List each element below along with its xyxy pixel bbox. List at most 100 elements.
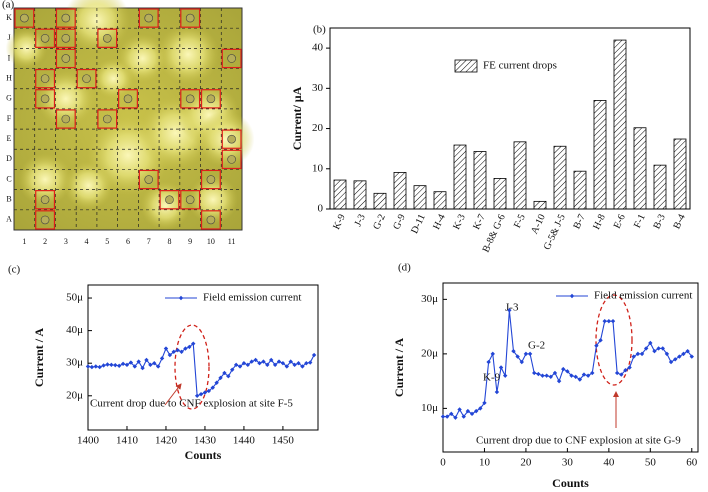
data-point [93,364,98,369]
data-point [120,361,126,367]
row-label: C [6,174,11,183]
site-box [55,109,76,129]
data-point [536,371,541,377]
cnf-site [165,195,174,205]
bright-spot [36,70,95,128]
data-point [140,365,145,371]
data-point [585,373,591,378]
y-tick-label: 50μ [66,292,83,304]
x-tick-label: 0 [440,457,446,469]
y-tick-label: 10 [312,162,324,174]
data-point [515,354,520,359]
y-axis-label: Current / A [32,328,46,387]
data-point [257,361,262,366]
data-point [677,354,682,359]
cnf-site [206,215,216,225]
x-tick-label: 20 [520,457,532,469]
legend-marker [178,295,184,301]
y-tick-label: 30μ [421,293,438,305]
data-point [233,362,239,368]
axes [329,27,691,210]
data-point [85,364,91,369]
data-point [602,318,607,324]
highlight-ellipse [595,294,633,386]
legend-label: Field emission current [594,290,692,302]
site-box [118,89,138,109]
micrograph-overlay [5,0,255,230]
x-tick-label: 1420 [155,435,178,447]
bar [633,127,647,210]
data-point [453,415,458,420]
cnf-site [40,94,50,104]
data-point [300,364,305,369]
data-point [478,406,483,411]
bar [493,178,507,210]
plot-frame [442,282,699,453]
data-point [627,365,632,370]
data-point [631,354,636,359]
y-tick-label: 40 [312,42,324,54]
data-point [89,364,95,370]
column-label: 8 [167,237,171,246]
cnf-site [227,155,236,164]
cnf-site [227,54,236,63]
data-point [230,367,235,372]
data-point [249,359,254,364]
y-tick-label: 10μ [421,402,438,414]
data-point [556,378,562,384]
x-tick-label: E-6 [612,213,628,231]
x-axis-label: Counts [185,448,222,462]
data-point [573,374,578,379]
data-point [457,407,462,412]
cnf-site [144,13,154,23]
data-point [288,359,293,364]
data-point [532,370,537,376]
data-point [144,357,149,363]
data-point [179,349,184,354]
data-point [461,414,466,419]
data-point [444,414,450,419]
bar [513,141,527,210]
column-label: 4 [85,237,89,246]
data-point [272,362,278,368]
data-point [183,346,188,351]
x-tick-label: F-1 [632,213,648,230]
bar [573,170,587,210]
data-point [449,411,454,417]
bright-spot [140,181,191,230]
cnf-site [61,54,71,63]
x-tick-label: F-5 [512,213,528,230]
y-tick-label: 30μ [66,357,83,369]
data-point [594,343,599,348]
data-point [152,361,157,366]
data-point [304,361,309,366]
x-tick-label: 40 [603,457,615,469]
cnf-site [61,114,71,124]
data-point [237,364,243,369]
column-label: 3 [64,237,68,246]
data-point [498,365,504,370]
site-box [35,190,56,210]
cnf-site [102,33,112,43]
bar [413,185,427,210]
data-point [523,351,529,357]
legend-label: FE current drops [483,60,557,72]
data-point [652,348,657,354]
data-point [155,364,161,369]
data-point [163,346,169,351]
x-tick-label: B-4 [671,213,687,231]
x-tick-label: H-4 [431,213,448,232]
bar [453,144,467,210]
data-point [552,370,558,376]
data-point [296,361,301,366]
cnf-site [185,13,195,23]
x-axis-label: Counts [552,476,589,490]
legend-marker [569,293,575,299]
x-tick-label: D-11 [409,213,428,236]
data-point [610,318,616,324]
annotation: K-9 [483,372,501,384]
data-point [502,373,508,378]
y-tick-label: 20μ [66,389,83,401]
site-box [138,169,159,190]
site-box [55,48,76,69]
